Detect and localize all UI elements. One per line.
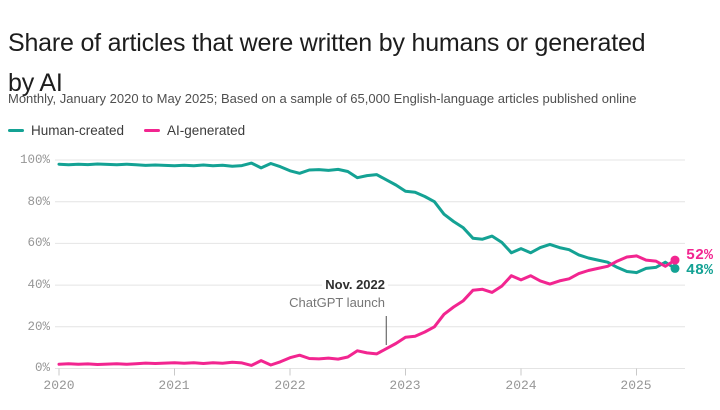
ai-generated-swatch-icon xyxy=(144,128,161,133)
x-axis-label-2024: 2024 xyxy=(505,378,537,393)
legend-item-ai-generated: AI-generated xyxy=(144,123,245,138)
legend-label-ai-generated: AI-generated xyxy=(167,123,246,138)
x-axis-label-2021: 2021 xyxy=(158,378,190,393)
page-subtitle: Monthly, January 2020 to May 2025; Based… xyxy=(8,91,637,106)
y-axis-label-40: 40% xyxy=(27,278,50,292)
legend-label-human-created: Human-created xyxy=(31,123,125,138)
annotation-nov-2022: Nov. 2022 xyxy=(188,277,388,292)
page-title: Share of articles that were written by h… xyxy=(8,28,646,97)
x-axis-label-2025: 2025 xyxy=(620,378,652,393)
y-axis-label-0: 0% xyxy=(34,361,50,375)
y-axis-label-20: 20% xyxy=(27,320,50,334)
legend-item-human-created: Human-created xyxy=(8,123,124,138)
y-axis-label-100: 100% xyxy=(19,153,50,167)
end-label-ai-generated: 52% xyxy=(686,247,714,264)
human-created-swatch-icon xyxy=(8,128,24,133)
annotation-chatgpt-launch: ChatGPT launch xyxy=(188,295,388,310)
x-axis-label-2020: 2020 xyxy=(43,378,75,393)
y-axis-label-60: 60% xyxy=(27,236,50,250)
end-label-human-created: 48% xyxy=(686,262,714,279)
x-axis-label-2023: 2023 xyxy=(389,378,421,393)
x-axis-label-2022: 2022 xyxy=(274,378,306,393)
legend: Human-created AI-generated xyxy=(8,123,245,138)
y-axis-label-80: 80% xyxy=(27,195,50,209)
